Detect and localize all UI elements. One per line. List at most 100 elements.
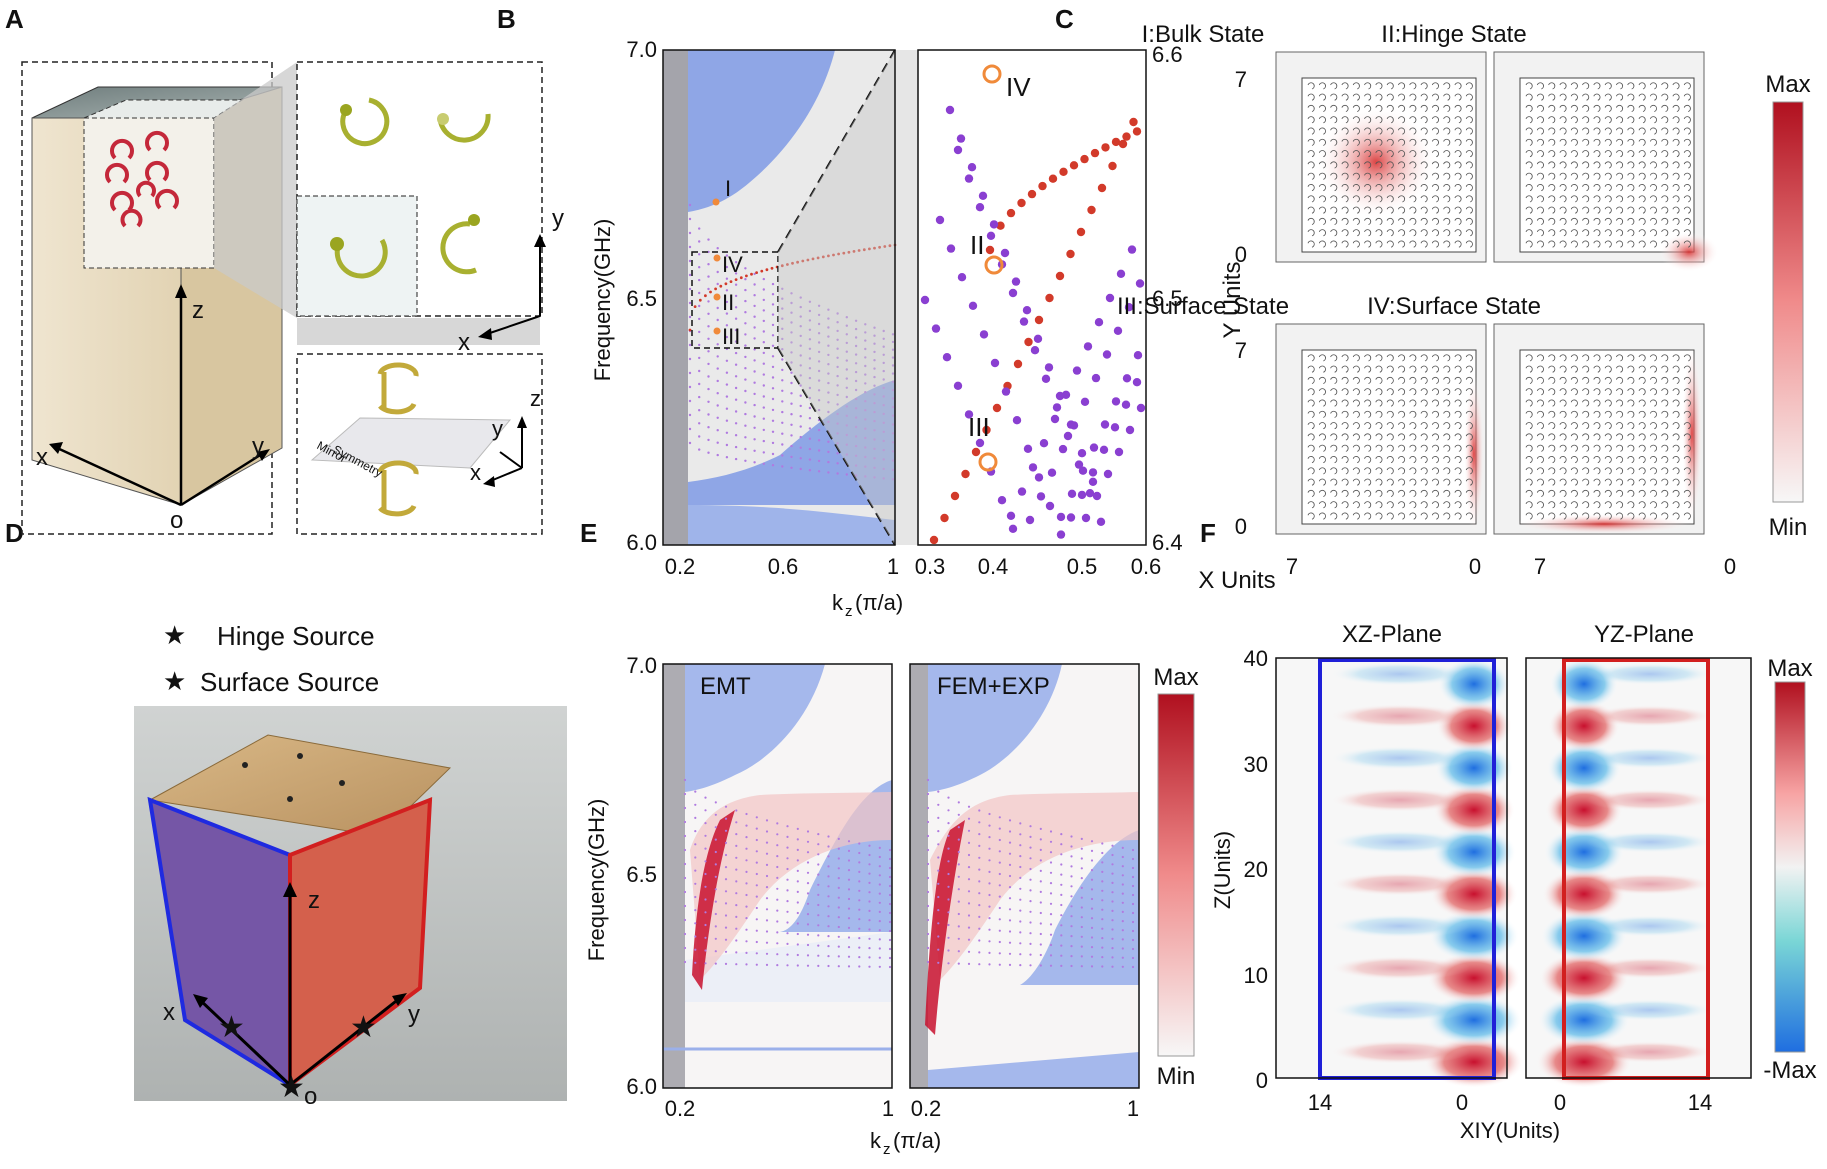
field-wave [1586,999,1714,1021]
dispersion-dot [790,331,793,334]
dispersion-dot [688,385,692,389]
cell-glyph [1420,399,1428,407]
dispersion-dot [1080,935,1083,938]
cell-glyph [1638,93,1646,101]
cell-glyph [1627,150,1635,158]
dispersion-dot [714,962,717,965]
dispersion-dot [765,941,769,944]
cell-glyph [1604,501,1612,509]
cell-glyph [1307,240,1315,248]
cell-glyph [1683,161,1691,169]
surface-dot [975,203,985,212]
field-wave [1330,704,1470,728]
cell-glyph [1649,422,1657,430]
dispersion-dot [725,277,729,280]
hinge-dot [1097,183,1107,193]
cell-glyph [1443,444,1451,452]
cell-glyph [1398,422,1406,430]
cell-glyph [1398,467,1406,475]
dispersion-dot [836,338,839,341]
dispersion-dot [817,350,821,354]
f-xtick-0a: 0 [1456,1090,1468,1115]
dispersion-dot [998,861,1001,864]
dispersion-dot [704,911,707,914]
cell-glyph [1570,195,1578,203]
dispersion-dot [1111,844,1114,847]
cell-glyph [1341,376,1349,384]
dispersion-dot [1039,827,1042,831]
cell-glyph [1330,422,1338,430]
dispersion-dot [714,863,717,866]
cell-glyph [1398,501,1406,509]
dispersion-dot [1101,946,1104,949]
dispersion-dot [1131,938,1135,942]
cell-glyph [1352,354,1360,362]
cell-glyph [1420,195,1428,203]
cell-glyph [1627,217,1635,225]
cell-glyph [1683,217,1691,225]
cell-glyph [1352,478,1360,486]
dispersion-dot [868,909,871,913]
dispersion-dot [868,863,871,866]
cell-glyph [1548,240,1556,248]
cell-glyph [1638,184,1646,192]
cell-glyph [1431,161,1439,169]
dispersion-dot [694,869,697,872]
d-axis-z: z [308,887,320,914]
dispersion-dot [817,903,820,907]
cell-glyph [1307,161,1315,169]
f-xtick-14b: 14 [1688,1090,1712,1115]
cell-glyph [1465,195,1473,203]
cell-glyph [1649,478,1657,486]
field-wave [1330,788,1470,812]
cell-glyph [1465,444,1473,452]
field-wave [1330,746,1470,770]
surface-dot [1102,350,1112,359]
cell-glyph [1431,93,1439,101]
cell-glyph [1582,467,1590,475]
dispersion-dot [734,340,738,343]
dispersion-dot [725,383,729,386]
dispersion-dot [873,466,876,469]
surface-dot [945,105,955,115]
dispersion-dot [873,375,876,379]
dispersion-dot [683,876,687,880]
cell-glyph [1661,82,1669,90]
cell-glyph [1398,184,1406,192]
cell-glyph [1649,433,1657,441]
f-ytick-10: 10 [1244,963,1268,988]
cell-glyph [1341,127,1349,135]
cell-glyph [1536,229,1544,237]
dispersion-dot [988,917,991,920]
dispersion-dot [725,456,729,459]
dispersion-dot [683,890,687,894]
dispersion-dot [891,441,895,444]
hinge-dot [698,298,702,302]
dispersion-dot [796,911,799,915]
dispersion-dot [694,909,697,912]
cell-glyph [1604,138,1612,146]
dispersion-dot [1029,964,1032,967]
cell-glyph [1525,399,1533,407]
cell-glyph [1330,161,1338,169]
cell-glyph [1616,161,1624,169]
dispersion-dot [776,833,779,836]
dispersion-dot [1111,928,1114,931]
dispersion-dot [694,895,697,899]
cell-glyph [1409,150,1417,158]
dispersion-dot [864,339,867,342]
dispersion-dot [724,890,728,893]
cell-glyph [1627,240,1635,248]
dispersion-dot [864,391,867,394]
cell-glyph [1318,150,1326,158]
dispersion-dot [796,890,799,894]
cell-glyph [1375,365,1383,373]
cell-glyph [1570,444,1578,452]
dispersion-dot [725,431,729,434]
dispersion-dot [998,838,1001,842]
dispersion-dot [1060,843,1063,846]
dispersion-dot [753,449,756,452]
cell-glyph [1559,240,1567,248]
cell-glyph [1398,240,1406,248]
cell-glyph [1616,478,1624,486]
